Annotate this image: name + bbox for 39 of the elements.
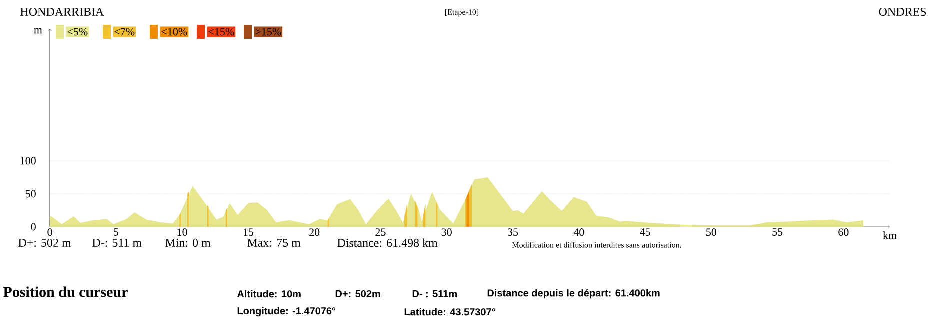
text: Position du curseur [3,286,128,298]
x-tick-label: 60 [838,228,849,236]
x-tick-label: 15 [244,228,254,236]
text: Distance depuis le départ: 61.400km [488,289,660,299]
x-tick-label: 5 [114,228,118,236]
x-tick-label: 10 [178,228,188,236]
x-tick-label: 20 [310,228,320,236]
y-tick-label: 0 [31,223,36,231]
legend-label: <7% [114,28,135,36]
legend-label: <10% [162,28,188,36]
x-tick-label: 50 [706,228,716,236]
x-tick-label: 0 [48,228,52,236]
y-axis-title: m [34,28,42,34]
text: D- : 511m [412,290,457,298]
legend-label: <15% [208,28,234,36]
x-tick-label: 55 [772,228,783,236]
text: Longitude: -1.47076° [238,307,336,317]
text: HONDARRIBIA [20,8,104,16]
text: D-: 511 m [92,238,142,248]
text: Min: 0 m [166,238,211,248]
x-tick-label: 30 [442,228,452,236]
text: Max: 75 m [248,238,301,248]
text: Latitude: 43.57307° [404,308,496,316]
text: D+: 502 m [18,238,72,248]
x-tick-label: 45 [640,228,650,236]
legend-label: <5% [68,28,88,36]
x-tick-label: 25 [376,228,386,236]
legend-label: >15% [256,28,282,36]
x-tick-label: 35 [508,228,518,236]
text: ONDRES [879,8,926,16]
text: D+: 502m [336,290,380,298]
y-tick-label: 50 [26,190,36,198]
chart-title: [Etape-10] [446,9,479,17]
text: Altitude: 10m [237,290,301,298]
x-tick-label: 40 [574,228,584,236]
x-axis-title: km [883,232,897,240]
text: Modification et diffusion interdites sans autorisation. [512,242,682,248]
y-tick-label: 100 [20,157,36,165]
text: Distance: 61.498 km [338,238,438,248]
